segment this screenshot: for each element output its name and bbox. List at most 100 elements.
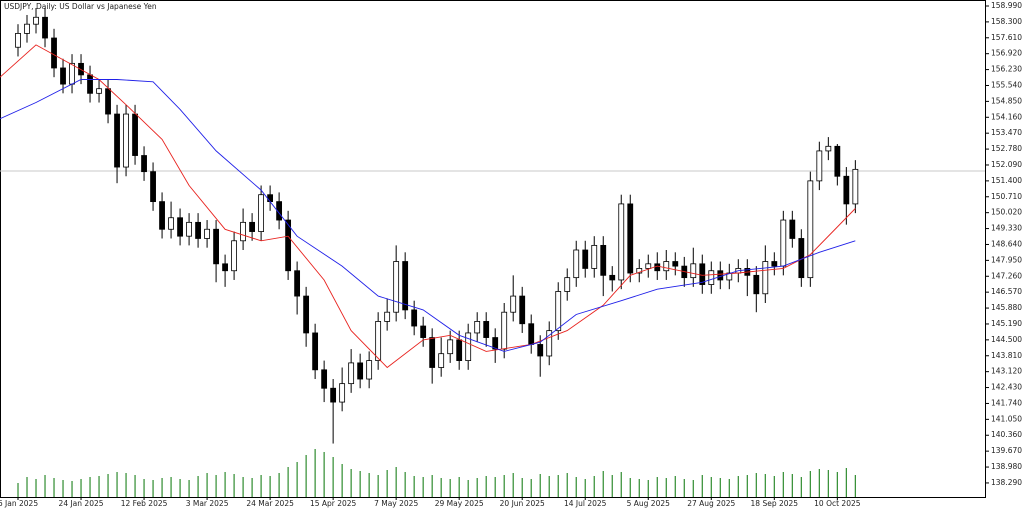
candle-body — [843, 175, 850, 205]
candle-body — [636, 268, 643, 274]
candle-body — [699, 263, 706, 285]
x-tick-label: 15 Apr 2025 — [310, 499, 357, 508]
candle-body — [33, 16, 39, 25]
x-tick-label: 18 Sep 2025 — [751, 499, 799, 508]
candle-body — [816, 150, 823, 182]
y-tick-label: 140.360 — [991, 430, 1022, 439]
candle-body — [393, 261, 400, 313]
y-tick-label: 144.500 — [991, 335, 1022, 344]
y-tick-label: 153.470 — [991, 128, 1022, 137]
y-tick-label: 139.670 — [991, 446, 1022, 455]
candle-body — [231, 240, 237, 272]
candle-body — [321, 369, 328, 389]
y-tick-label: 148.640 — [991, 239, 1022, 248]
candle-body — [141, 155, 147, 173]
y-tick-label: 143.810 — [991, 351, 1022, 360]
candle-body — [348, 362, 355, 385]
plot-frame — [0, 0, 986, 498]
candle-body — [24, 23, 30, 34]
candle-body — [519, 295, 526, 325]
x-tick-label: 10 Oct 2025 — [814, 499, 861, 508]
candle-body — [789, 219, 796, 239]
candle-body — [159, 201, 165, 230]
y-tick-label: 154.850 — [991, 96, 1022, 105]
candle-body — [600, 244, 607, 276]
candle-body — [114, 113, 120, 168]
candle-body — [384, 311, 391, 322]
y-tick-label: 149.330 — [991, 224, 1022, 233]
candle-body — [717, 270, 724, 281]
candle-body — [150, 171, 156, 203]
y-tick-label: 156.230 — [991, 65, 1022, 74]
candle-body — [465, 332, 472, 361]
candle-body — [771, 261, 778, 267]
candle-body — [627, 203, 634, 274]
x-tick-label: 20 Jun 2025 — [500, 499, 545, 508]
moving-average-line — [0, 44, 856, 369]
y-tick-label: 138.980 — [991, 462, 1022, 471]
y-tick-label: 152.780 — [991, 144, 1022, 153]
candle-body — [177, 217, 183, 237]
candle-body — [555, 291, 562, 332]
moving-average-line — [0, 79, 856, 352]
candle-body — [420, 325, 427, 338]
candle-body — [852, 168, 859, 205]
candle-body — [618, 203, 625, 281]
candle-body — [663, 261, 670, 272]
x-tick-label: 6 Jan 2025 — [0, 499, 38, 508]
candle-body — [276, 201, 283, 221]
candle-body — [213, 228, 219, 265]
candle-body — [807, 180, 814, 279]
candle-body — [375, 321, 382, 361]
candle-body — [546, 330, 553, 357]
candle-body — [645, 263, 652, 269]
candle-body — [285, 219, 292, 272]
candle-body — [438, 353, 445, 368]
y-tick-label: 157.610 — [991, 33, 1022, 42]
candle-body — [69, 62, 75, 85]
candle-body — [474, 321, 481, 334]
y-tick-label: 154.160 — [991, 112, 1022, 121]
candle-body — [15, 33, 21, 48]
candle-body — [528, 323, 535, 345]
candle-body — [60, 67, 66, 85]
candle-body — [195, 221, 201, 239]
candle-body — [96, 88, 102, 94]
candle-body — [168, 217, 174, 230]
candle-body — [294, 270, 301, 297]
x-tick-label: 14 Jul 2025 — [564, 499, 607, 508]
y-tick-label: 138.290 — [991, 478, 1022, 487]
y-tick-label: 155.540 — [991, 80, 1022, 89]
candle-body — [762, 261, 769, 295]
y-tick-label: 152.090 — [991, 160, 1022, 169]
candle-body — [204, 228, 210, 239]
x-tick-label: 3 Mar 2025 — [186, 499, 229, 508]
x-tick-label: 7 May 2025 — [374, 499, 418, 508]
candle-body — [609, 274, 616, 281]
candle-body — [105, 88, 111, 115]
candle-body — [825, 145, 832, 152]
candle-body — [708, 270, 715, 285]
candle-body — [87, 74, 93, 94]
candle-body — [564, 277, 571, 292]
candle-body — [249, 221, 256, 232]
y-tick-label: 141.050 — [991, 414, 1022, 423]
y-tick-label: 150.710 — [991, 192, 1022, 201]
candle-body — [573, 249, 580, 279]
candle-body — [51, 37, 57, 69]
x-tick-label: 5 Aug 2025 — [627, 499, 670, 508]
candle-body — [42, 16, 48, 39]
x-tick-label: 12 Feb 2025 — [121, 499, 168, 508]
y-tick-label: 156.920 — [991, 49, 1022, 58]
chart-title: USDJPY, Daily: US Dollar vs Japanese Yen — [4, 2, 157, 11]
y-tick-label: 147.950 — [991, 255, 1022, 264]
candle-body — [132, 113, 138, 156]
y-tick-label: 158.990 — [991, 1, 1022, 10]
y-tick-label: 146.570 — [991, 287, 1022, 296]
candle-body — [123, 113, 129, 168]
candle-body — [483, 321, 490, 338]
y-tick-label: 143.120 — [991, 367, 1022, 376]
candle-body — [312, 332, 319, 371]
candle-body — [402, 261, 409, 311]
candle-body — [456, 339, 463, 361]
